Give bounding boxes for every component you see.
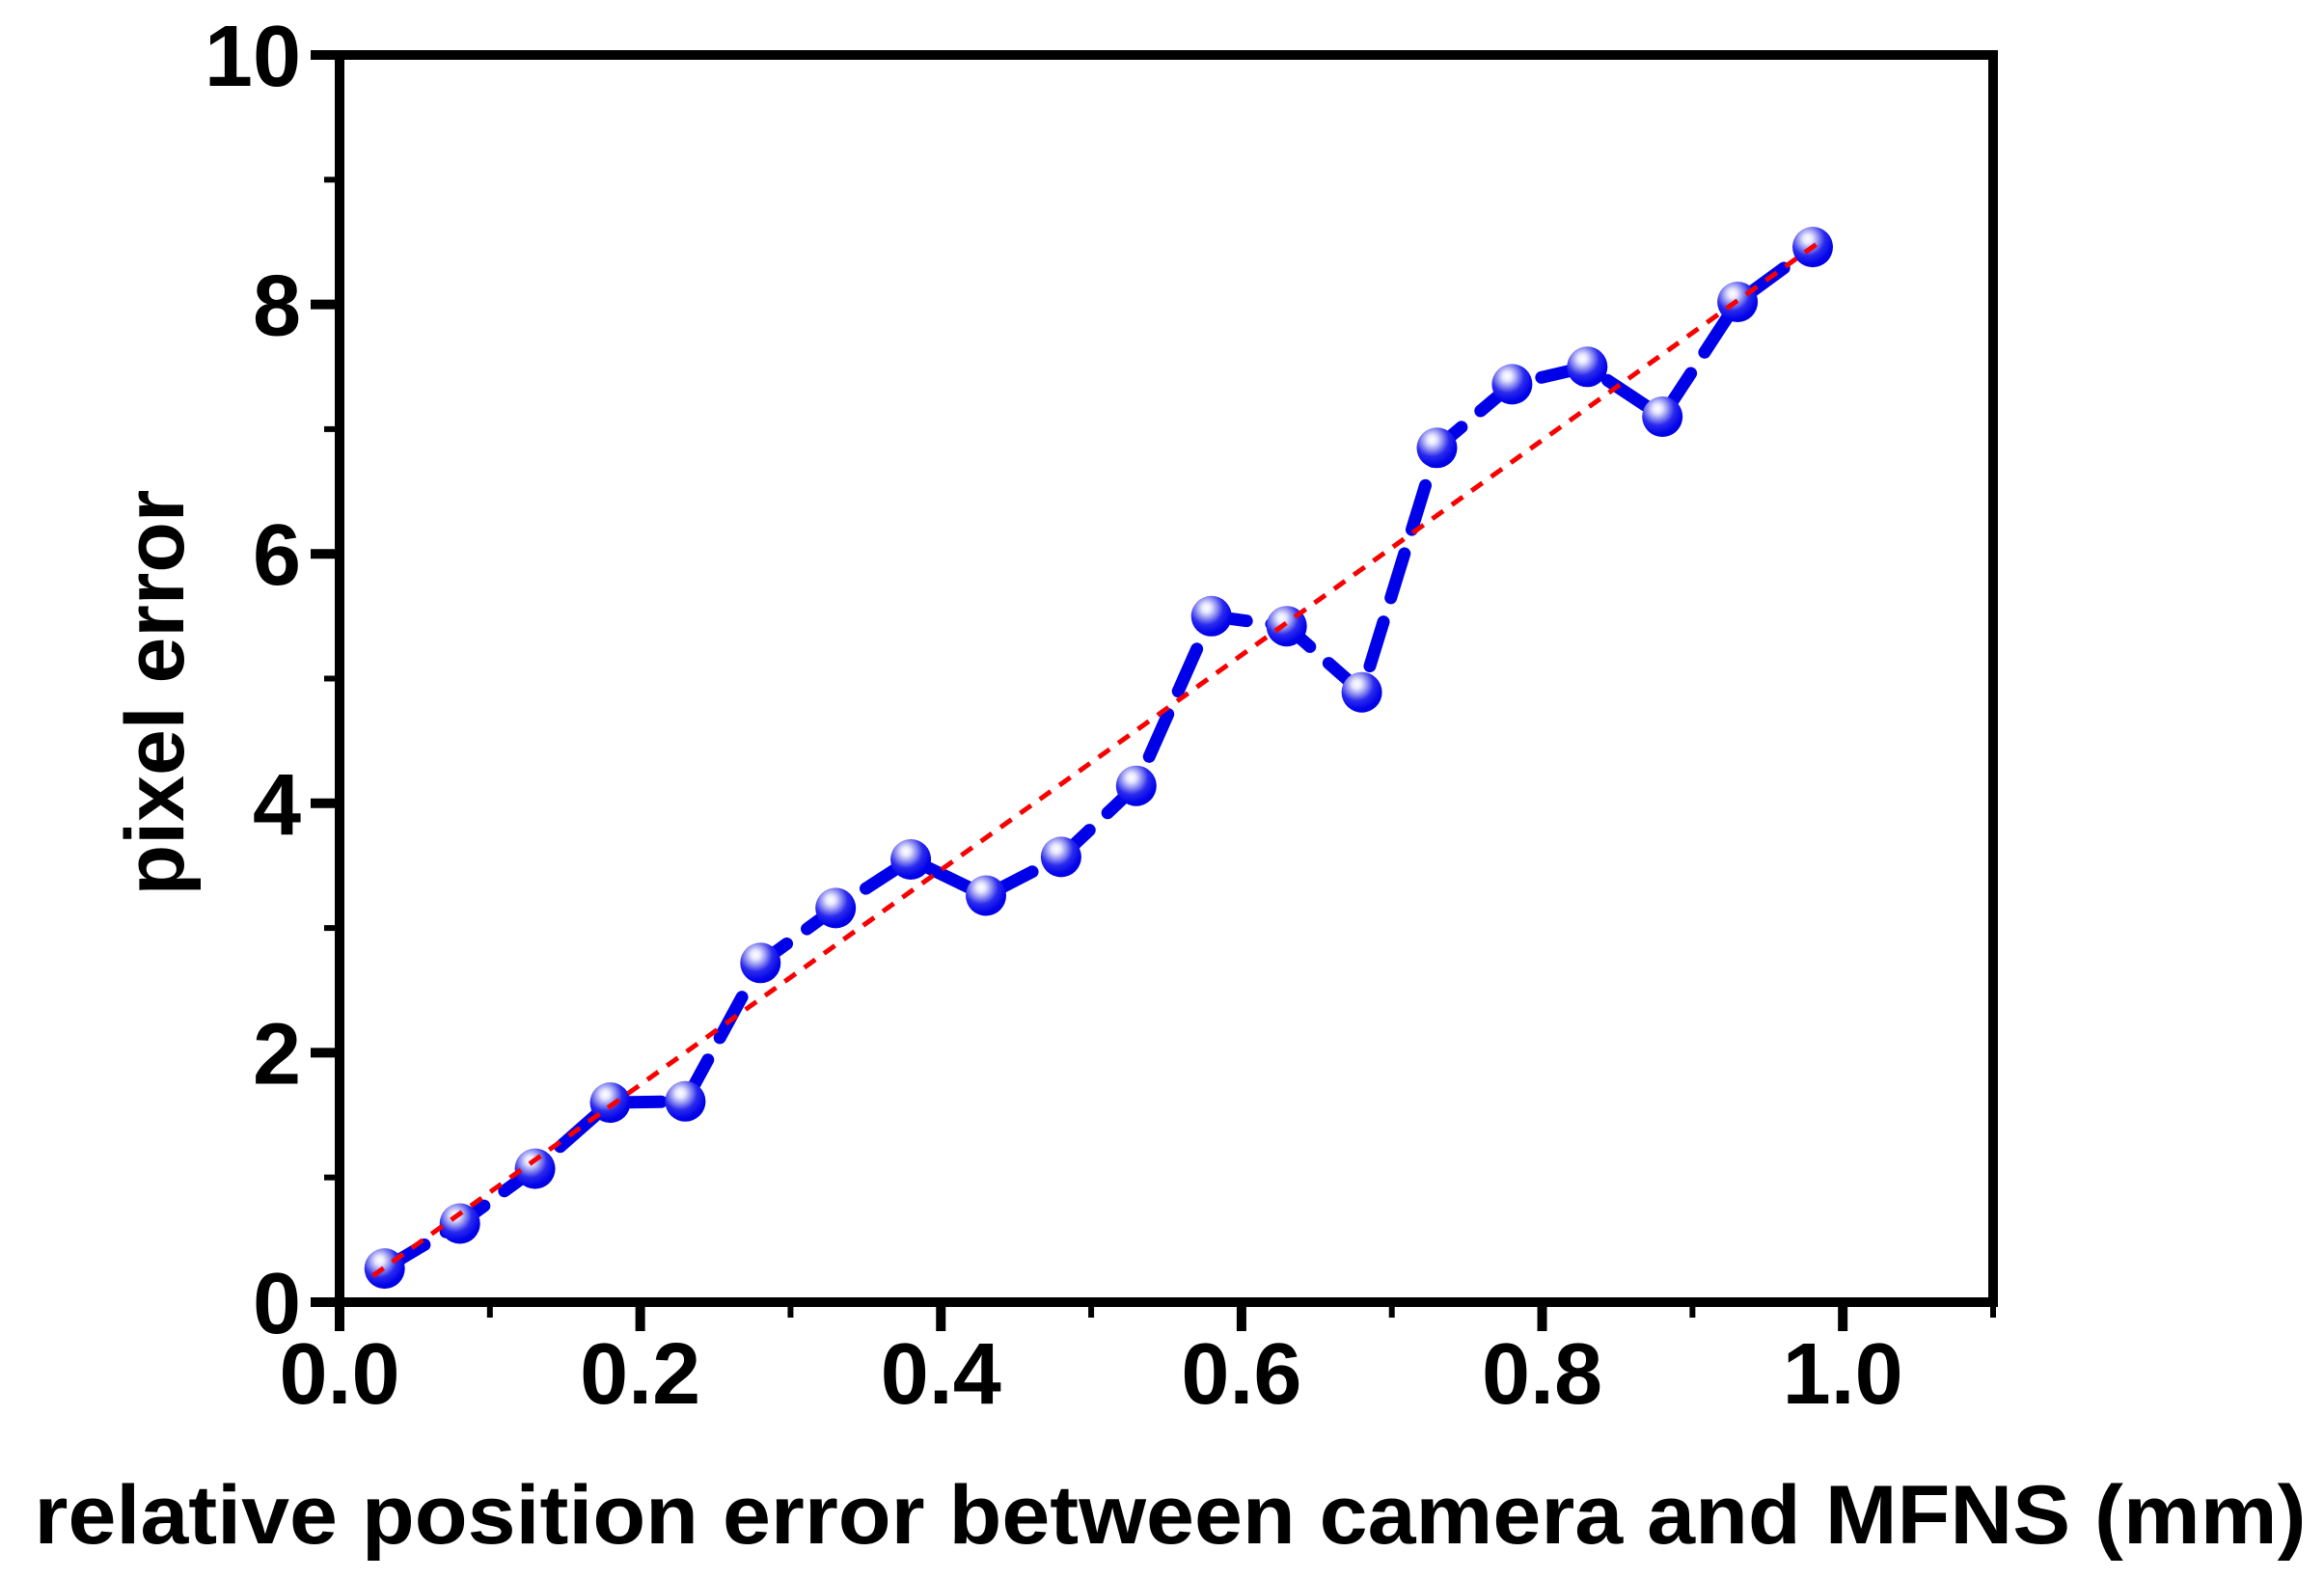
- trend-line: [370, 236, 1826, 1278]
- data-point-marker: [1567, 346, 1608, 388]
- data-point-marker: [966, 875, 1006, 916]
- data-point-marker: [740, 942, 781, 984]
- data-point-marker: [439, 1203, 480, 1244]
- data-point-marker: [1642, 396, 1683, 437]
- data-point-marker: [1115, 765, 1157, 806]
- y-tick-label: 6: [253, 507, 301, 604]
- y-tick-label: 0: [253, 1256, 301, 1352]
- x-tick-label: 1.0: [1783, 1326, 1903, 1423]
- x-tick-label: 0.2: [580, 1326, 700, 1423]
- y-tick-label: 4: [253, 757, 301, 854]
- y-tick-label: 8: [253, 259, 301, 355]
- data-point-marker: [1416, 427, 1458, 469]
- data-point-marker: [665, 1080, 706, 1122]
- x-tick-label: 0.4: [881, 1326, 1001, 1423]
- data-point-marker: [1040, 836, 1081, 878]
- plot-area: 0.0 0.2 0.4 0.6 0.8 1.0 0 2 4 6 8 10: [205, 9, 1998, 1423]
- data-point-marker: [1341, 671, 1382, 713]
- x-axis-title: relative position error between camera a…: [35, 1469, 2307, 1562]
- y-tick-label: 2: [253, 1006, 301, 1103]
- data-point-marker: [1491, 364, 1533, 405]
- y-tick-label: 10: [205, 9, 301, 105]
- data-point-marker: [589, 1082, 631, 1124]
- data-point-marker: [890, 839, 932, 880]
- data-point-marker: [514, 1148, 556, 1189]
- x-tick-label: 0.6: [1181, 1326, 1301, 1423]
- y-axis-title: pixel error: [109, 490, 202, 896]
- data-point-marker: [815, 887, 857, 929]
- data-point-marker: [1190, 595, 1232, 637]
- x-tick-label: 0.8: [1482, 1326, 1602, 1423]
- x-tick-label: 0.0: [279, 1326, 399, 1423]
